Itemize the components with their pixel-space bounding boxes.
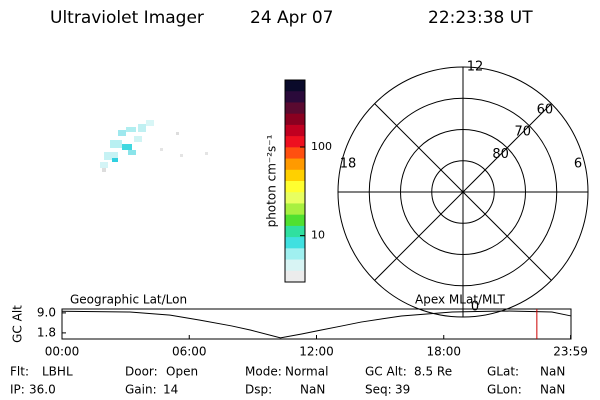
status-info: Flt: LBHL Door: Open Mode: Normal GC Alt: 8.5 R… (10, 365, 565, 397)
info-value: NaN (300, 383, 325, 397)
mlt-label: 0 (471, 300, 479, 315)
polar-ring (431, 160, 495, 224)
info-label: Seq: (365, 383, 392, 397)
info-label: IP: (10, 383, 25, 397)
date: 24 Apr 07 (250, 8, 333, 28)
info-value: NaN (540, 383, 565, 397)
colorbar-band (285, 158, 305, 171)
colorbar-band (285, 181, 305, 193)
polar-ring (400, 129, 526, 255)
colorbar-band (285, 91, 305, 103)
info-label: Dsp: (245, 383, 272, 397)
info-value: 14 (163, 383, 178, 397)
mlt-label: 12 (467, 60, 484, 75)
y-axis-title: GC Alt (11, 305, 25, 343)
altitude-line (61, 310, 572, 339)
annotation: Geographic Lat/Lon (70, 293, 187, 307)
y-tick-label: 9.0 (37, 305, 56, 319)
colorbar-band (285, 113, 305, 126)
x-tick-label: 23:59 (553, 345, 588, 359)
colorbar-band (285, 124, 305, 137)
colorbar-band (285, 214, 305, 227)
colorbar-band (285, 147, 305, 160)
info-label: GLat: (487, 365, 519, 379)
polar-spoke (374, 103, 552, 281)
colorbar: 10 100 photon cm⁻²s⁻¹ (265, 79, 332, 283)
info-label: Door: (125, 365, 158, 379)
x-tick-label: 18:00 (426, 345, 461, 359)
y-tick-label: 1.8 (37, 325, 56, 339)
info-value: LBHL (42, 365, 73, 379)
mlt-label: 6 (574, 157, 582, 172)
ring-label: 60 (537, 103, 554, 118)
info-value: Normal (285, 365, 328, 379)
colorbar-label: photon cm⁻²s⁻¹ (265, 134, 279, 227)
colorbar-tick-label: 10 (311, 229, 325, 242)
colorbar-band (285, 136, 305, 148)
plot-frame (61, 308, 572, 340)
info-label: GLon: (487, 383, 522, 397)
colorbar-band (285, 192, 305, 204)
annotation: Apex MLat/MLT (415, 293, 505, 307)
info-value: NaN (540, 365, 565, 379)
ring-label: 80 (492, 147, 509, 162)
info-value: 8.5 Re (414, 365, 452, 379)
colorbar-band (285, 237, 305, 249)
info-label: Gain: (125, 383, 157, 397)
colorbar-frame (284, 79, 306, 283)
ring-label: 70 (514, 125, 531, 140)
colorbar-band (285, 203, 305, 216)
altitude-plot: Geographic Lat/Lon Apex MLat/MLT GC Alt 1.8… (11, 293, 588, 359)
info-value: Open (166, 365, 198, 379)
title: Ultraviolet Imager (50, 8, 204, 28)
x-tick-label: 12:00 (299, 345, 334, 359)
colorbar-band (285, 169, 305, 182)
info-label: GC Alt: (365, 365, 407, 379)
auroral-image (100, 120, 208, 172)
colorbar-band (285, 225, 305, 238)
colorbar-tick-label: 100 (311, 140, 332, 153)
colorbar-band (285, 270, 305, 283)
info-value: 36.0 (29, 383, 56, 397)
colorbar-band (285, 248, 305, 261)
colorbar-band (285, 80, 305, 92)
colorbar-band (285, 259, 305, 272)
mlt-label: 18 (340, 157, 357, 172)
info-value: 39 (395, 383, 410, 397)
x-tick-label: 00:00 (45, 345, 80, 359)
polar-ring (368, 97, 558, 287)
x-tick-label: 06:00 (172, 345, 207, 359)
time: 22:23:38 UT (428, 8, 533, 28)
colorbar-band (285, 102, 305, 115)
info-label: Flt: (10, 365, 29, 379)
info-label: Mode: (245, 365, 282, 379)
